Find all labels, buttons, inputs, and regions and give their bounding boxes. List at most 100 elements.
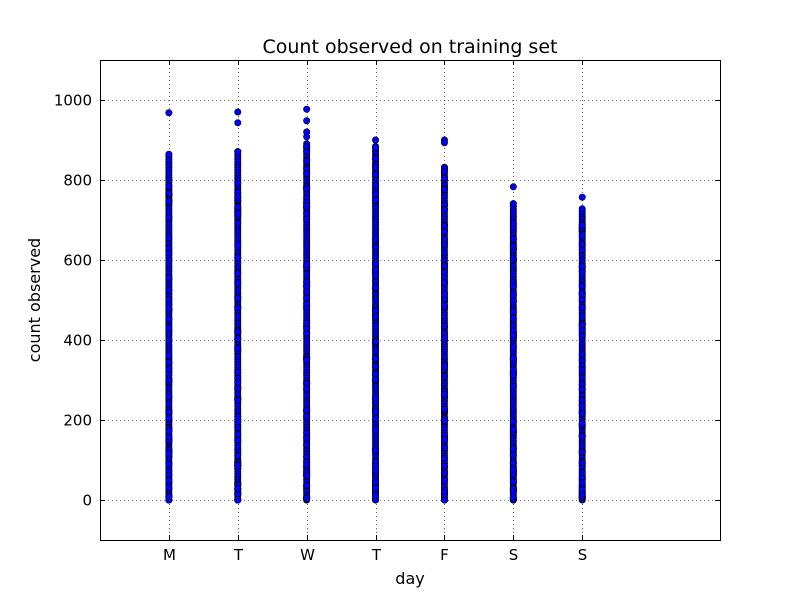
data-point: [165, 450, 173, 458]
data-point: [165, 249, 173, 257]
data-point: [372, 355, 380, 363]
data-point: [165, 189, 173, 197]
data-point: [509, 425, 517, 433]
y-tick-label: 800: [63, 172, 92, 190]
data-point: [509, 478, 517, 486]
data-point: [578, 432, 586, 440]
x-tick-label: F: [440, 546, 449, 564]
data-point: [509, 255, 517, 263]
data-point: [372, 154, 380, 162]
data-point: [509, 291, 517, 299]
data-point: [303, 356, 311, 364]
x-tick-label: T: [371, 546, 382, 564]
data-point: [372, 313, 380, 321]
data-point: [578, 469, 586, 477]
data-point: [165, 476, 173, 484]
data-point: [509, 235, 517, 243]
y-tick-label: 0: [82, 492, 92, 510]
y-tick-label: 1000: [54, 92, 92, 110]
data-point: [372, 143, 380, 151]
series-points: [440, 136, 448, 504]
data-point: [303, 170, 311, 178]
plot-frame: [100, 60, 721, 541]
axis-ticks: [100, 60, 720, 540]
data-point: [165, 315, 173, 323]
data-point: [165, 414, 173, 422]
data-point: [303, 406, 311, 414]
data-point: [440, 476, 448, 484]
series-points: [509, 183, 517, 504]
data-point: [234, 379, 242, 387]
data-point: [303, 300, 311, 308]
data-point: [234, 219, 242, 227]
data-point: [372, 266, 380, 274]
data-point: [234, 384, 242, 392]
data-point: [578, 491, 586, 499]
data-point: [578, 401, 586, 409]
data-point: [440, 334, 448, 342]
data-point: [303, 412, 311, 420]
data-point: [303, 319, 311, 327]
data-point: [372, 136, 380, 144]
series-points: [234, 108, 242, 504]
data-point: [578, 291, 586, 299]
data-point: [578, 366, 586, 374]
x-tick-label: S: [509, 546, 519, 564]
data-point: [234, 179, 242, 187]
data-point: [372, 170, 380, 178]
data-point: [440, 373, 448, 381]
series-points: [165, 109, 173, 504]
data-point: [372, 467, 380, 475]
data-point: [440, 443, 448, 451]
series-points: [578, 193, 586, 504]
data-point: [578, 479, 586, 487]
data-point: [509, 371, 517, 379]
y-tick-label: 200: [63, 412, 92, 430]
data-point: [372, 447, 380, 455]
data-point: [303, 157, 311, 165]
data-point: [440, 487, 448, 495]
data-point: [509, 331, 517, 339]
data-point: [303, 105, 311, 113]
series-points: [372, 136, 380, 504]
data-point: [372, 235, 380, 243]
data-point: [234, 279, 242, 287]
data-point: [372, 338, 380, 346]
data-point: [440, 302, 448, 310]
data-point: [578, 193, 586, 201]
data-point: [234, 451, 242, 459]
data-point: [165, 351, 173, 359]
data-point: [234, 328, 242, 336]
data-point: [372, 243, 380, 251]
data-point: [509, 297, 517, 305]
data-point: [509, 220, 517, 228]
data-point: [578, 351, 586, 359]
data-point: [303, 434, 311, 442]
data-point: [165, 286, 173, 294]
data-point: [234, 294, 242, 302]
data-point: [509, 418, 517, 426]
data-point: [234, 496, 242, 504]
data-point: [578, 205, 586, 213]
data-point: [578, 231, 586, 239]
data-point: [303, 117, 311, 125]
data-point: [234, 119, 242, 127]
data-point: [509, 315, 517, 323]
data-point: [440, 390, 448, 398]
data-point: [440, 227, 448, 235]
data-point: [578, 282, 586, 290]
data-point: [509, 382, 517, 390]
data-point: [234, 203, 242, 211]
data-point: [509, 308, 517, 316]
series-points: [303, 105, 311, 504]
data-point: [440, 175, 448, 183]
data-point: [440, 322, 448, 330]
data-point: [303, 185, 311, 193]
data-point: [234, 423, 242, 431]
data-point: [440, 462, 448, 470]
data-point: [509, 200, 517, 208]
data-point: [165, 427, 173, 435]
data-point: [440, 362, 448, 370]
